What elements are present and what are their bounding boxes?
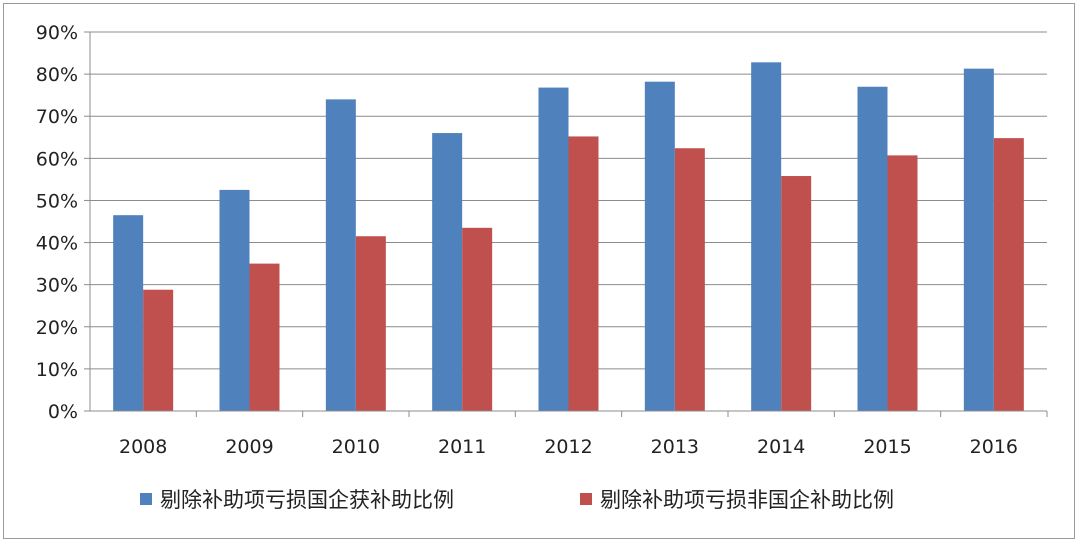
bar — [325, 99, 356, 411]
x-tick-label: 2008 — [119, 436, 167, 458]
bar — [432, 133, 463, 412]
bar — [751, 62, 782, 411]
x-tick-label: 2016 — [970, 436, 1018, 458]
bar — [462, 227, 493, 411]
x-tick-labels: 2008 2009 2010 2011 2012 2013 2014 2015 2016 — [119, 436, 1018, 458]
y-tick-label: 40% — [36, 233, 78, 255]
bars — [113, 62, 1024, 412]
y-tick-label: 0% — [48, 401, 78, 423]
x-tick-label: 2012 — [544, 436, 592, 458]
bar — [857, 86, 888, 411]
bar — [355, 236, 386, 411]
x-tick-label: 2014 — [757, 436, 805, 458]
x-tick-label: 2009 — [225, 436, 273, 458]
y-tick-label: 30% — [36, 275, 78, 297]
y-tick-label: 90% — [36, 22, 78, 44]
bar — [781, 176, 812, 411]
legend-label: 剔除补助项亏损国企获补助比例 — [160, 488, 454, 512]
y-tick-label: 60% — [36, 148, 78, 170]
y-tick-labels: 0% 10% 20% 30% 40% 50% 60% 70% 80% 90% — [36, 22, 78, 423]
bar — [887, 155, 918, 411]
bar — [963, 68, 994, 412]
bar — [674, 148, 705, 411]
bar — [143, 289, 174, 411]
bar — [113, 215, 144, 411]
y-tick-label: 70% — [36, 106, 78, 128]
legend-label: 剔除补助项亏损非国企补助比例 — [600, 488, 894, 512]
y-tick-label: 20% — [36, 317, 78, 339]
bar — [538, 87, 569, 411]
bar — [644, 81, 675, 412]
legend-swatch — [140, 493, 152, 505]
axes — [84, 31, 1048, 417]
y-tick-label: 80% — [36, 64, 78, 86]
legend: 剔除补助项亏损国企获补助比例 剔除补助项亏损非国企补助比例 — [140, 488, 894, 512]
bar — [249, 263, 280, 411]
x-tick-label: 2010 — [332, 436, 380, 458]
x-tick-label: 2011 — [438, 436, 486, 458]
bar — [993, 138, 1024, 411]
legend-swatch — [580, 493, 592, 505]
x-tick-label: 2013 — [651, 436, 699, 458]
y-tick-label: 10% — [36, 359, 78, 381]
x-tick-label: 2015 — [863, 436, 911, 458]
bar — [219, 189, 250, 411]
bar — [568, 136, 599, 412]
y-tick-label: 50% — [36, 190, 78, 212]
